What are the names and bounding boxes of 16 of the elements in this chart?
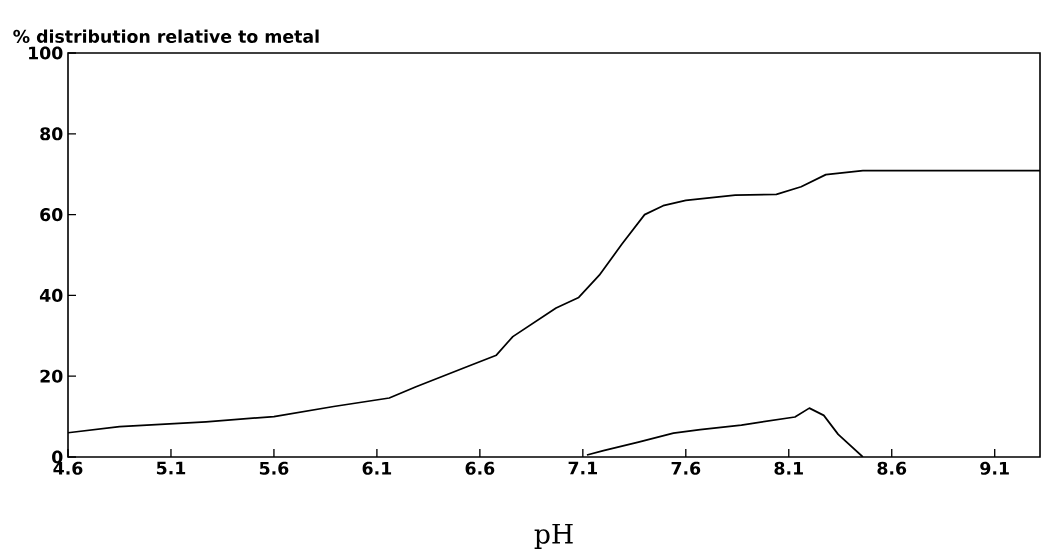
x-tick-label: 7.1	[568, 461, 598, 475]
x-tick-label: 6.6	[465, 461, 495, 475]
x-tick-label: 9.1	[980, 461, 1009, 475]
x-axis-title: pH	[534, 523, 573, 549]
x-tick-label: 5.1	[156, 461, 186, 475]
x-tick-label: 8.1	[774, 461, 803, 475]
y-tick-label: 80	[40, 127, 63, 141]
x-tick-label: 8.6	[877, 461, 907, 475]
y-tick-label: 60	[40, 208, 63, 222]
x-tick-label: 7.6	[671, 461, 701, 475]
y-tick-label: 40	[39, 288, 63, 302]
y-tick-label: 100	[29, 46, 63, 60]
y-tick-label: 20	[40, 369, 63, 383]
chart-title: % distribution relative to metal	[13, 29, 319, 43]
x-tick-label: 6.1	[362, 461, 392, 475]
x-tick-label: 5.6	[259, 461, 289, 475]
